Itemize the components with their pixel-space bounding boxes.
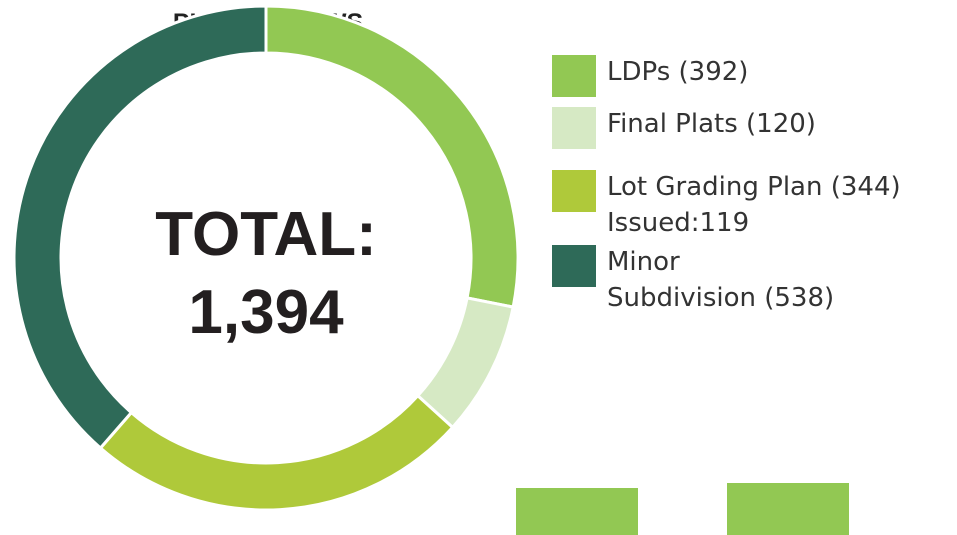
legend-item: LDPs (392) [552, 55, 748, 97]
legend-label: Minor Subdivision (538) [607, 247, 835, 313]
legend-item: Lot Grading Plan (344) Issued:119 [552, 170, 901, 241]
decor-block [516, 488, 638, 535]
legend-swatch [552, 55, 596, 97]
legend-label: Lot Grading Plan (344) Issued:119 [607, 172, 901, 238]
legend-label: Final Plats (120) [607, 109, 816, 139]
slice [98, 393, 455, 512]
legend-item: Final Plats (120) [552, 107, 816, 149]
legend-item: Minor Subdivision (538) [552, 245, 834, 316]
legend-swatch [552, 245, 596, 287]
donut [12, 4, 520, 512]
decor-block [727, 483, 849, 535]
slice [12, 4, 268, 451]
legend-swatch [552, 170, 596, 212]
center-label: TOTAL: [155, 200, 377, 269]
center-label: 1,394 [188, 278, 344, 347]
legend-label: LDPs (392) [607, 57, 749, 87]
legend-swatch [552, 107, 596, 149]
